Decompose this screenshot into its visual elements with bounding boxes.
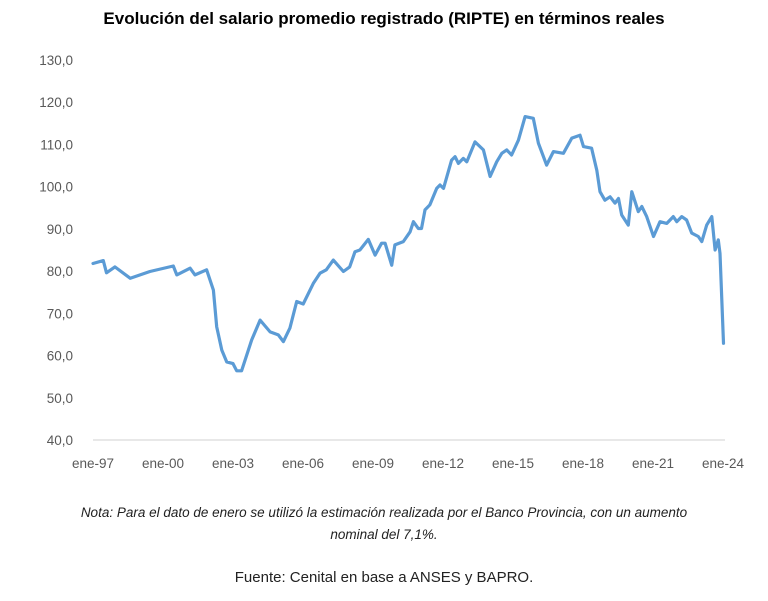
source-text: Fuente: Cenital en base a ANSES y BAPRO.	[234, 569, 534, 586]
y-tick-label: 50,0	[47, 391, 73, 406]
note-line-1: Nota: Para el dato de enero se utilizó l…	[80, 505, 688, 520]
y-tick-label: 110,0	[40, 137, 73, 152]
note-line-2: nominal del 7,1%.	[330, 527, 438, 542]
x-tick-label: ene-15	[492, 456, 534, 471]
y-tick-label: 80,0	[47, 264, 73, 279]
y-tick-label: 90,0	[47, 222, 73, 237]
x-tick-label: ene-97	[72, 456, 114, 471]
y-tick-label: 70,0	[47, 306, 73, 321]
x-tick-label: ene-12	[422, 456, 464, 471]
y-tick-label: 100,0	[39, 180, 73, 195]
chart-title: Evolución del salario promedio registrad…	[103, 9, 665, 28]
x-tick-label: ene-24	[702, 456, 745, 471]
x-tick-label: ene-18	[562, 456, 604, 471]
y-tick-label: 40,0	[47, 433, 73, 448]
x-tick-label: ene-09	[352, 456, 394, 471]
x-tick-label: ene-03	[212, 456, 254, 471]
x-tick-label: ene-06	[282, 456, 324, 471]
y-tick-label: 130,0	[39, 53, 73, 68]
x-tick-label: ene-21	[632, 456, 674, 471]
y-tick-label: 120,0	[39, 95, 73, 110]
y-tick-label: 60,0	[47, 349, 73, 364]
line-chart: 40,0 50,0 60,0 70,0 80,0 90,0 100,0 110,0 120,0 1…	[39, 53, 745, 471]
series-line-ripte	[91, 115, 726, 373]
x-tick-label: ene-00	[142, 456, 184, 471]
